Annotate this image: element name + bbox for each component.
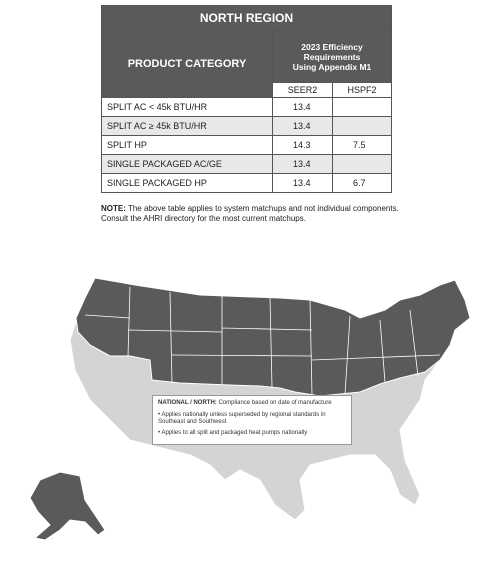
hspf2-value: 6.7 (332, 173, 392, 193)
row-category: SPLIT AC ≥ 45k BTU/HR (101, 116, 273, 136)
hspf2-value (332, 97, 392, 117)
hspf2-value (332, 154, 392, 174)
map-legend: NATIONAL / NORTH: Compliance based on da… (152, 395, 352, 445)
hspf2-value (332, 116, 392, 136)
legend-bullet: • Applies to all split and packaged heat… (158, 429, 308, 436)
requirements-header: 2023 Efficiency Requirements Using Appen… (272, 30, 392, 83)
note-text: The above table applies to system matchu… (101, 204, 399, 223)
row-category: SPLIT AC < 45k BTU/HR (101, 97, 273, 117)
legend-bullet-text: Applies to all split and packaged heat p… (161, 429, 308, 436)
hspf2-value: 7.5 (332, 135, 392, 155)
row-category: SPLIT HP (101, 135, 273, 155)
row-category: SINGLE PACKAGED HP (101, 173, 273, 193)
seer2-value: 13.4 (272, 97, 333, 117)
alaska (29, 471, 106, 541)
table-title: NORTH REGION (101, 5, 392, 31)
note-label: NOTE: (101, 204, 126, 213)
legend-bullet: • Applies nationally unless superseded b… (158, 411, 326, 426)
row-category: SINGLE PACKAGED AC/GE (101, 154, 273, 174)
legend-title: NATIONAL / NORTH: (158, 400, 217, 406)
seer2-value: 14.3 (272, 135, 333, 155)
efficiency-table: NORTH REGION PRODUCT CATEGORY 2023 Effic… (101, 5, 392, 196)
legend-bullet-text: Applies nationally unless superseded by … (158, 411, 326, 426)
column-header: SEER2 (272, 82, 333, 98)
column-header: HSPF2 (332, 82, 392, 98)
seer2-value: 13.4 (272, 154, 333, 174)
seer2-value: 13.4 (272, 116, 333, 136)
seer2-value: 13.4 (272, 173, 333, 193)
state-lines (84, 286, 441, 396)
category-header: PRODUCT CATEGORY (101, 30, 273, 98)
note: NOTE: The above table applies to system … (101, 204, 401, 224)
legend-subtitle: Compliance based on date of manufacture (218, 400, 332, 406)
map-north (75, 277, 471, 397)
